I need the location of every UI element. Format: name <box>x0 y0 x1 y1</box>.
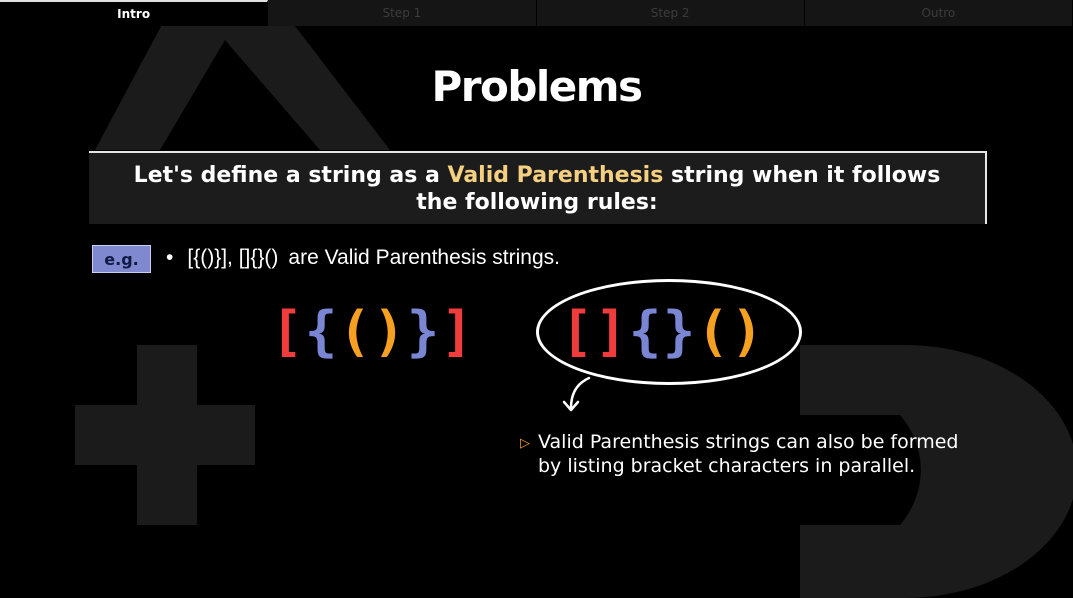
example-text: are Valid Parenthesis strings. <box>288 246 560 269</box>
bracket-square-open: [ <box>270 299 304 363</box>
bracket-curly-close: } <box>406 299 440 363</box>
bracket-curly-close: } <box>662 299 696 363</box>
bracket-square-open: [ <box>560 299 594 363</box>
bracket-curly-open: { <box>304 299 338 363</box>
bracket-round-open: ( <box>338 299 372 363</box>
bracket-square-close: ] <box>440 299 474 363</box>
rule-definition-box: Let's define a string as a Valid Parenth… <box>89 151 987 224</box>
rule-line-1: Let's define a string as a Valid Parenth… <box>134 162 941 189</box>
bracket-square-close: ] <box>594 299 628 363</box>
bracket-group-parallel: [ ] { } ( ) <box>560 296 764 366</box>
tab-outro[interactable]: Outro <box>804 0 1073 26</box>
rule-text-after: string when it follows <box>663 162 941 188</box>
bg-letter-d <box>800 345 1073 598</box>
bracket-group-nested: [ { ( ) } ] <box>270 296 474 366</box>
example-codes: [{()}], []{}() <box>187 246 279 269</box>
bracket-curly-open: { <box>628 299 662 363</box>
note-line-1: Valid Parenthesis strings can also be fo… <box>538 431 959 453</box>
tab-intro[interactable]: Intro <box>0 0 269 26</box>
page-title: Problems <box>431 62 643 111</box>
example-line: • [{()}], []{}() are Valid Parenthesis str… <box>166 246 560 270</box>
rule-text-before: Let's define a string as a <box>133 162 448 188</box>
rule-line-2: the following rules: <box>416 189 658 215</box>
bracket-round-open: ( <box>696 299 730 363</box>
bracket-round-close: ) <box>730 299 764 363</box>
tab-step-2[interactable]: Step 2 <box>536 0 805 26</box>
progress-tabs: Intro Step 1 Step 2 Outro <box>0 0 1073 26</box>
rule-highlight-term: Valid Parenthesis <box>447 162 664 188</box>
explanation-note: ▷ Valid Parenthesis strings can also be … <box>520 430 958 478</box>
note-line-2: by listing bracket characters in paralle… <box>538 455 916 477</box>
example-bullet: • <box>166 246 174 269</box>
callout-arrow-icon <box>562 376 591 412</box>
triangle-right-outline-icon: ▷ <box>520 436 530 451</box>
bg-plus-horizontal <box>75 405 255 465</box>
bg-letter-a <box>95 0 390 150</box>
tab-step-1[interactable]: Step 1 <box>268 0 537 26</box>
highlight-ellipse <box>536 279 802 385</box>
note-text: Valid Parenthesis strings can also be fo… <box>538 430 958 478</box>
example-badge: e.g. <box>92 245 151 273</box>
bracket-round-close: ) <box>372 299 406 363</box>
